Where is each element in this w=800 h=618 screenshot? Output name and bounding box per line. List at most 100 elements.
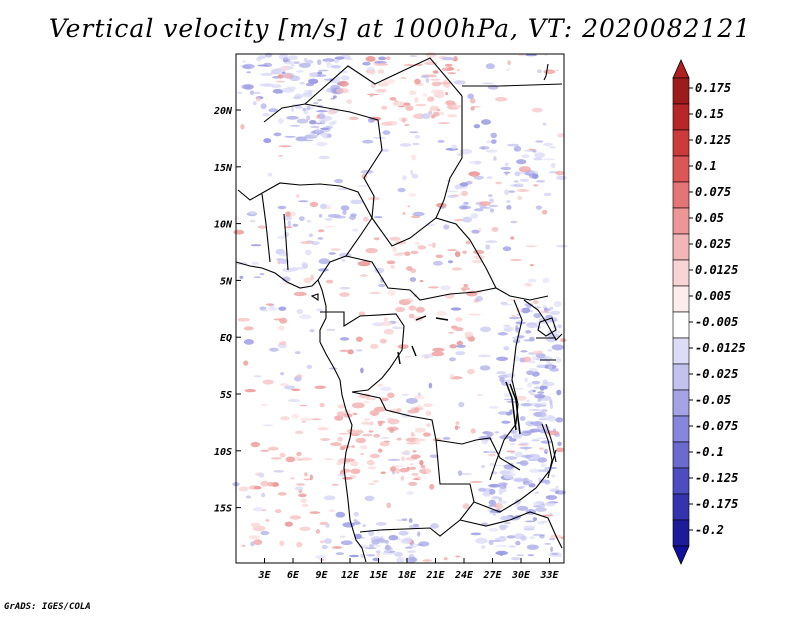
velocity-speckle xyxy=(409,277,417,282)
velocity-speckle xyxy=(422,559,432,562)
velocity-speckle xyxy=(432,260,443,266)
velocity-speckle xyxy=(425,52,437,58)
velocity-speckle xyxy=(309,329,315,333)
velocity-speckle xyxy=(460,190,468,196)
velocity-speckle xyxy=(499,483,507,489)
velocity-speckle xyxy=(494,431,500,434)
velocity-speckle xyxy=(560,536,564,540)
velocity-speckle xyxy=(411,543,418,546)
velocity-speckle xyxy=(410,463,414,466)
nile-red-sea xyxy=(543,63,549,81)
velocity-speckle xyxy=(495,545,509,547)
velocity-speckle xyxy=(405,437,419,443)
velocity-speckle xyxy=(412,478,420,481)
velocity-speckle xyxy=(420,75,430,79)
velocity-speckle xyxy=(373,137,386,139)
velocity-speckle xyxy=(366,93,380,96)
lon-label: 15E xyxy=(369,570,388,581)
velocity-speckle xyxy=(430,523,439,529)
velocity-speckle xyxy=(273,132,282,137)
velocity-speckle xyxy=(291,388,301,391)
velocity-speckle xyxy=(350,199,364,205)
velocity-speckle xyxy=(325,279,334,284)
velocity-speckle xyxy=(281,65,289,72)
velocity-speckle xyxy=(441,67,452,72)
velocity-speckle xyxy=(447,249,458,251)
velocity-speckle xyxy=(486,140,492,144)
velocity-speckle xyxy=(530,402,544,407)
velocity-speckle xyxy=(362,139,374,144)
map-title: Vertical velocity [m/s] at 1000hPa, VT: … xyxy=(48,14,752,43)
velocity-speckle xyxy=(414,242,420,245)
velocity-speckle xyxy=(417,245,427,250)
velocity-speckle xyxy=(529,536,536,540)
velocity-speckle xyxy=(385,545,392,551)
velocity-speckle xyxy=(527,554,535,557)
velocity-speckle xyxy=(523,525,535,531)
velocity-speckle xyxy=(356,184,369,187)
velocity-speckle xyxy=(304,472,308,477)
velocity-speckle xyxy=(399,143,412,147)
velocity-speckle xyxy=(457,153,463,156)
velocity-speckle xyxy=(389,97,397,101)
border-sahara-diagonal xyxy=(304,57,463,105)
velocity-speckle xyxy=(431,81,441,87)
velocity-speckle xyxy=(544,480,551,485)
velocity-speckle xyxy=(542,122,547,126)
velocity-speckle xyxy=(319,540,325,544)
velocity-speckle xyxy=(270,84,282,89)
velocity-speckle xyxy=(378,420,383,427)
velocity-speckle xyxy=(506,143,520,147)
velocity-speckle xyxy=(239,65,244,67)
velocity-speckle xyxy=(237,317,250,322)
velocity-speckle xyxy=(241,544,246,548)
velocity-speckle xyxy=(287,220,292,227)
velocity-speckle xyxy=(249,90,255,96)
velocity-speckle xyxy=(404,124,410,126)
velocity-speckle xyxy=(296,118,309,124)
velocity-speckle xyxy=(305,82,315,87)
velocity-speckle xyxy=(431,114,436,119)
colorbar-label: -0.005 xyxy=(695,315,738,329)
velocity-speckle xyxy=(349,433,361,436)
velocity-speckle xyxy=(318,258,330,265)
velocity-speckle xyxy=(343,458,355,462)
velocity-speckle xyxy=(526,399,530,402)
velocity-speckle xyxy=(277,205,287,210)
velocity-speckle xyxy=(317,237,324,240)
velocity-speckle xyxy=(298,200,309,203)
velocity-speckle xyxy=(415,440,421,445)
velocity-speckle xyxy=(414,134,420,139)
colorbar-label: -0.0125 xyxy=(695,341,746,355)
velocity-speckle xyxy=(511,314,516,317)
velocity-speckle xyxy=(274,509,282,514)
colorbar-label: -0.025 xyxy=(695,367,738,381)
velocity-speckle xyxy=(410,169,414,175)
velocity-speckle xyxy=(539,385,545,391)
velocity-speckle xyxy=(498,491,503,495)
velocity-speckle xyxy=(457,470,463,476)
velocity-speckle xyxy=(432,347,445,352)
velocity-speckle xyxy=(293,61,301,64)
velocity-speckle xyxy=(455,555,461,558)
velocity-speckle xyxy=(543,69,556,74)
velocity-speckle xyxy=(299,404,308,407)
velocity-speckle xyxy=(301,261,308,267)
velocity-speckle xyxy=(324,225,336,228)
velocity-speckle xyxy=(483,451,490,453)
velocity-speckle xyxy=(408,518,413,523)
velocity-speckle xyxy=(550,162,556,169)
velocity-speckle xyxy=(411,55,418,57)
lake-tanganyika xyxy=(505,381,521,435)
velocity-speckle xyxy=(380,471,386,474)
velocity-speckle xyxy=(456,344,466,348)
velocity-speckle xyxy=(380,386,392,391)
velocity-speckle xyxy=(394,552,403,557)
velocity-speckle xyxy=(440,111,444,116)
velocity-speckle xyxy=(475,295,483,302)
velocity-speckle xyxy=(358,311,366,317)
velocity-speckle xyxy=(539,534,545,539)
velocity-speckle xyxy=(473,208,484,212)
velocity-speckle xyxy=(295,70,304,73)
lake-malawi xyxy=(541,423,557,479)
